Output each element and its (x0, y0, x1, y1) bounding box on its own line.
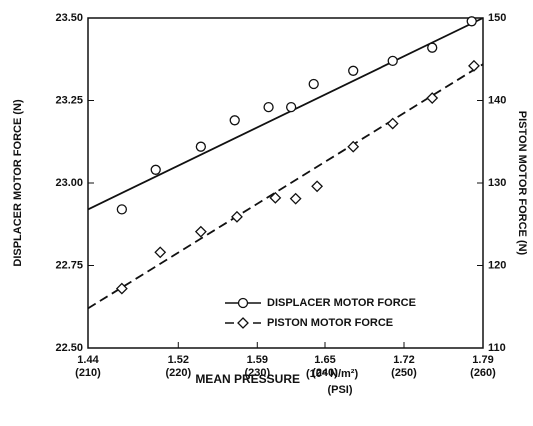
x-tick-sublabel: (250) (391, 367, 417, 379)
x-tick-label: 1.52 (168, 354, 189, 366)
y-tick-label: 22.75 (55, 259, 83, 271)
x-tick-sublabel: (210) (75, 367, 101, 379)
data-point (386, 117, 399, 130)
fit-line (87, 63, 484, 310)
y-tick-label: 23.25 (55, 94, 83, 106)
data-point (426, 92, 439, 104)
x-tick-sublabel: (260) (470, 367, 496, 379)
data-point (285, 101, 297, 113)
y2-tick-label: 150 (488, 12, 506, 24)
data-point (150, 164, 161, 175)
data-point (289, 192, 302, 205)
data-point (195, 141, 207, 152)
y2-tick-label: 120 (488, 259, 506, 271)
y2-tick-label: 110 (488, 342, 506, 354)
data-point (468, 59, 480, 72)
fit-line (87, 17, 484, 211)
legend-marker (237, 317, 249, 329)
y2-axis-label: PISTON MOTOR FORCE (N) (516, 111, 528, 256)
x-tick-label: 1.44 (77, 354, 99, 366)
y2-tick-label: 140 (488, 94, 506, 106)
data-point (308, 78, 319, 90)
x-tick-label: 1.79 (472, 354, 493, 366)
y-tick-label: 22.50 (55, 342, 83, 354)
data-point (154, 246, 167, 259)
data-point (229, 115, 240, 126)
legend-label: DISPLACER MOTOR FORCE (267, 297, 416, 309)
y-tick-label: 23.00 (55, 177, 83, 189)
y2-tick-label: 130 (488, 177, 506, 189)
x-axis-unit: (10⁶ N/m²) (306, 368, 358, 380)
x-tick-sublabel: (230) (244, 367, 270, 379)
data-point (115, 282, 128, 295)
legend-marker (237, 297, 249, 309)
data-point (387, 55, 398, 67)
x-axis-label: MEAN PRESSURE (195, 372, 300, 386)
data-point (427, 42, 438, 53)
data-point (116, 204, 128, 215)
data-point (347, 140, 360, 153)
data-point (231, 210, 243, 223)
data-point (466, 16, 477, 27)
x-tick-label: 1.59 (247, 354, 268, 366)
x-tick-sublabel: (240) (312, 367, 338, 379)
x-tick-label: 1.72 (393, 354, 414, 366)
data-point (194, 225, 207, 238)
data-point (348, 65, 359, 76)
x-axis-unit-psi: (PSI) (327, 384, 352, 396)
x-tick-sublabel: (220) (165, 367, 191, 379)
y-axis-label: DISPLACER MOTOR FORCE (N) (12, 99, 24, 267)
legend-label: PISTON MOTOR FORCE (267, 317, 393, 329)
data-point (263, 101, 274, 113)
y-tick-label: 23.50 (55, 12, 83, 24)
data-point (269, 191, 282, 204)
x-tick-label: 1.65 (314, 354, 335, 366)
data-point (311, 180, 324, 193)
